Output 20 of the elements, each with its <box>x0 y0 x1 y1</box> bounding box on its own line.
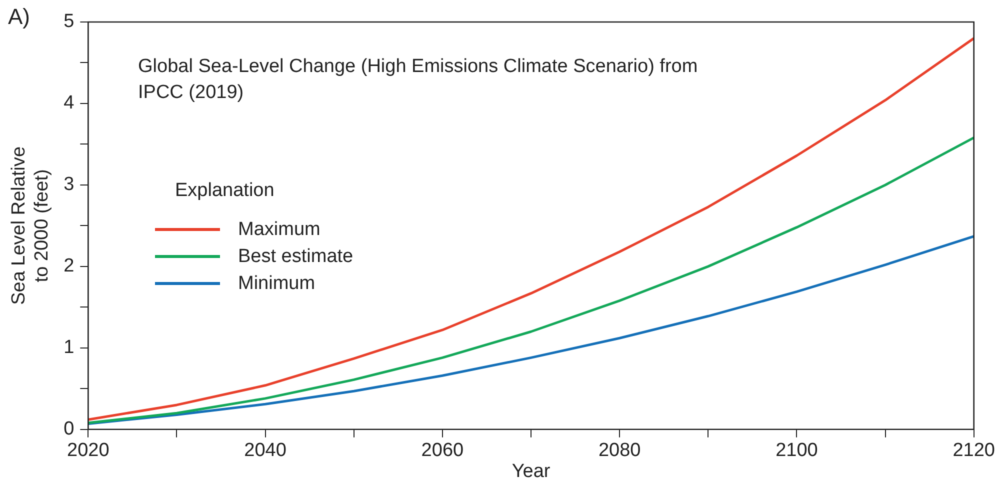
legend-title: Explanation <box>175 180 276 202</box>
x-tick-label: 2040 <box>244 440 286 462</box>
text: A) <box>8 4 30 30</box>
legend-label: Best estimate <box>238 246 354 268</box>
y-tick-label: 1 <box>64 337 74 358</box>
x-tick-label: 2020 <box>67 440 110 462</box>
y-tick-label: 4 <box>64 92 75 114</box>
y-tick-label: 3 <box>64 174 74 196</box>
x-tick-label: 2100 <box>776 440 818 462</box>
legend-label: Maximum <box>238 218 320 240</box>
x-tick-label: 2080 <box>598 440 641 462</box>
legend-label: Minimum <box>238 272 316 294</box>
x-tick-label: 2120 <box>952 440 996 462</box>
y-tick-label: 2 <box>64 256 74 277</box>
x-axis-title: Year <box>512 460 551 482</box>
x-tick-label: 2060 <box>421 440 464 462</box>
y-tick-label: 5 <box>64 11 74 32</box>
text: Global Sea-Level Change (High Emissions Climate Scenario) from IPCC (2019) <box>138 55 699 105</box>
y-axis-title: Sea Level Relative to 2000 (feet) <box>8 146 52 305</box>
y-tick-label: 0 <box>64 418 74 440</box>
